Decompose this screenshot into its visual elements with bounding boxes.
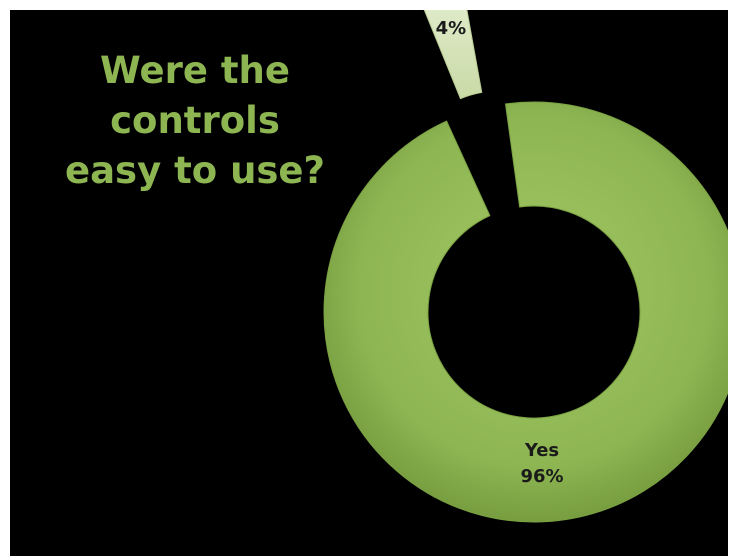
data-label-yes-value: 96%: [520, 466, 563, 487]
doughnut-chart: Yes 96% No 4%: [323, 10, 728, 523]
slice-yes: [323, 101, 728, 523]
chart-title-line-1: Were the controls: [100, 49, 290, 142]
chart-title: Were the controls easy to use?: [10, 46, 380, 196]
data-label-no-value: 4%: [436, 18, 467, 39]
slide: Were the controls easy to use? Yes 96% No 4…: [10, 10, 728, 556]
slice-no: [423, 10, 483, 100]
chart-title-line-2: easy to use?: [65, 149, 325, 192]
data-label-yes-name: Yes: [524, 440, 559, 461]
data-label-no-name: No: [437, 10, 464, 13]
